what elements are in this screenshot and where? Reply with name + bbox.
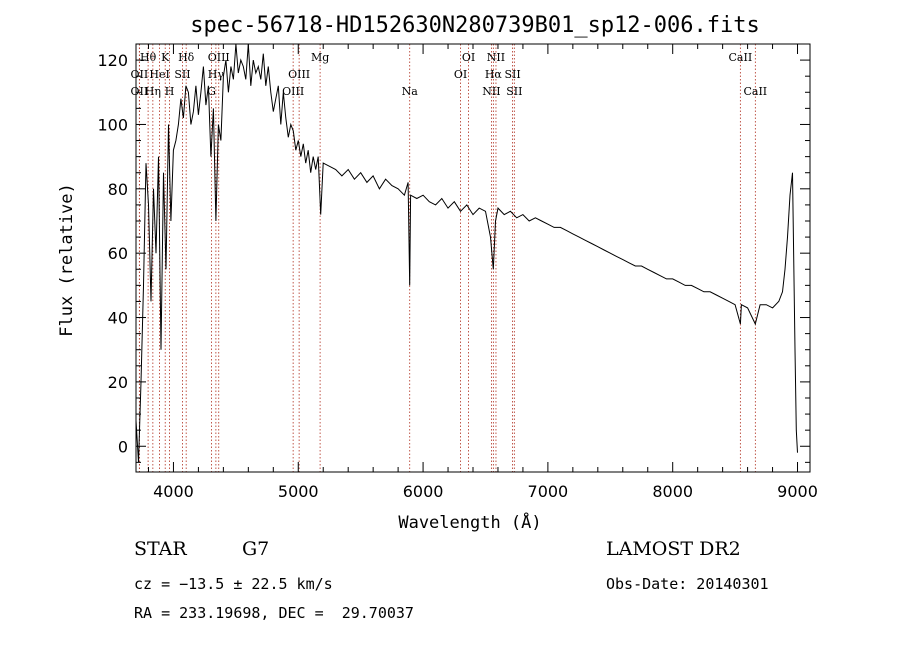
line-label: Hθ (140, 51, 157, 64)
object-class: STAR (134, 538, 187, 560)
line-label: Hγ (208, 68, 225, 81)
line-label: K (161, 51, 170, 64)
y-tick-label: 120 (97, 51, 128, 70)
line-label: OIII (208, 51, 230, 64)
x-axis-label: Wavelength (Å) (398, 511, 541, 533)
x-tick-label: 5000 (278, 482, 319, 501)
line-label: SII (504, 68, 520, 81)
line-label: G (207, 85, 216, 98)
x-tick-label: 7000 (528, 482, 569, 501)
y-tick-label: 40 (108, 309, 128, 328)
x-tick-label: 9000 (777, 482, 818, 501)
line-label: Hα (485, 68, 503, 81)
line-label: Na (402, 85, 419, 98)
line-label: OI (454, 68, 467, 81)
line-label: OIII (282, 85, 304, 98)
spectrum-chart: spec-56718-HD152630N280739B01_sp12-006.f… (57, 13, 818, 533)
flux-series-line (135, 43, 798, 463)
x-tick-label: 6000 (403, 482, 444, 501)
chart-title: spec-56718-HD152630N280739B01_sp12-006.f… (190, 13, 760, 38)
line-label: SII (174, 68, 190, 81)
observation-date: Obs-Date: 20140301 (606, 575, 769, 593)
line-label: OII (131, 85, 149, 98)
line-label: SII (506, 85, 522, 98)
y-tick-label: 100 (97, 115, 128, 134)
y-axis-ticks: 0 20 40 60 80 100 120 (97, 43, 810, 463)
y-tick-label: 0 (118, 437, 128, 456)
object-subclass: G7 (242, 538, 270, 560)
line-label: NII (482, 85, 500, 98)
x-tick-label: 4000 (153, 482, 194, 501)
y-tick-label: 20 (108, 373, 128, 392)
line-label: HeI (149, 68, 169, 81)
x-axis-ticks: 4000 5000 6000 7000 8000 9000 (147, 44, 818, 501)
line-label: CaII (743, 85, 767, 98)
line-label: OII (131, 68, 149, 81)
y-tick-label: 80 (108, 180, 128, 199)
line-label: Hη (145, 85, 161, 98)
line-label: OIII (288, 68, 310, 81)
redshift-cz: cz = −13.5 ± 22.5 km/s (134, 575, 333, 593)
line-label: OI (462, 51, 475, 64)
line-label: Hδ (178, 51, 195, 64)
survey-name: LAMOST DR2 (606, 538, 741, 560)
coordinates: RA = 233.19698, DEC = 29.70037 (134, 604, 414, 622)
x-tick-label: 8000 (652, 482, 693, 501)
y-axis-label: Flux (relative) (57, 183, 77, 337)
spectral-line-markers (138, 44, 756, 472)
plot-frame (135, 43, 811, 473)
line-label: H (165, 85, 175, 98)
line-label: Mg (311, 51, 329, 64)
line-label: CaII (729, 51, 753, 64)
y-tick-label: 60 (108, 244, 128, 263)
line-label: NII (487, 51, 505, 64)
